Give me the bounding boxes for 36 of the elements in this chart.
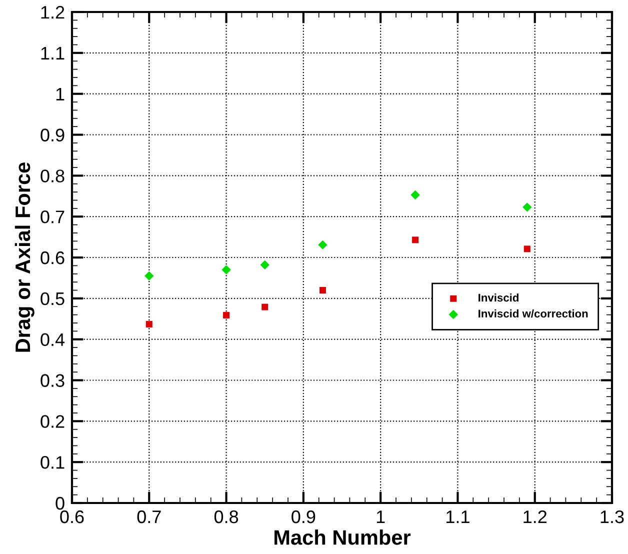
y-tick-label: 0.5 bbox=[40, 292, 64, 306]
y-tick-label: 1.1 bbox=[41, 47, 64, 60]
x-tick-label: 1.2 bbox=[524, 510, 546, 524]
x-axis-title: Mach Number bbox=[274, 530, 411, 545]
point bbox=[318, 240, 328, 250]
y-tick-label: 0.7 bbox=[40, 210, 64, 224]
point bbox=[524, 246, 530, 252]
legend-label: Inviscid bbox=[478, 293, 518, 302]
y-tick-label: 0.6 bbox=[40, 251, 64, 264]
point bbox=[319, 286, 326, 294]
y-tick-label: 0.8 bbox=[40, 170, 64, 182]
y-tick-label: 1.2 bbox=[41, 6, 64, 19]
point bbox=[412, 236, 419, 244]
y-tick-label: 0.3 bbox=[40, 374, 64, 387]
point bbox=[260, 260, 270, 270]
y-tick-label: 0.1 bbox=[40, 456, 64, 469]
x-tick-label: 0.8 bbox=[214, 510, 238, 524]
y-tick-label: 0 bbox=[56, 496, 64, 510]
y-tick-label: 0.4 bbox=[40, 333, 65, 346]
y-axis-title: Drag or Axial Force bbox=[14, 162, 34, 352]
point bbox=[410, 190, 420, 200]
y-tick-label: 0.9 bbox=[40, 128, 64, 142]
x-tick-label: 1 bbox=[376, 510, 385, 524]
legend-label: Inviscid w/correction bbox=[478, 309, 588, 318]
y-tick-label: 1 bbox=[56, 88, 64, 100]
point bbox=[262, 304, 268, 310]
x-tick-label: 0.7 bbox=[137, 510, 161, 524]
x-tick-label: 1.3 bbox=[600, 510, 624, 524]
point bbox=[223, 312, 230, 318]
x-tick-label: 1.1 bbox=[446, 510, 470, 524]
point bbox=[144, 271, 154, 281]
y-tick-label: 0.2 bbox=[40, 415, 64, 428]
x-tick-label: 0.9 bbox=[292, 510, 316, 524]
point bbox=[522, 202, 532, 212]
point bbox=[146, 320, 152, 328]
point bbox=[222, 265, 231, 274]
